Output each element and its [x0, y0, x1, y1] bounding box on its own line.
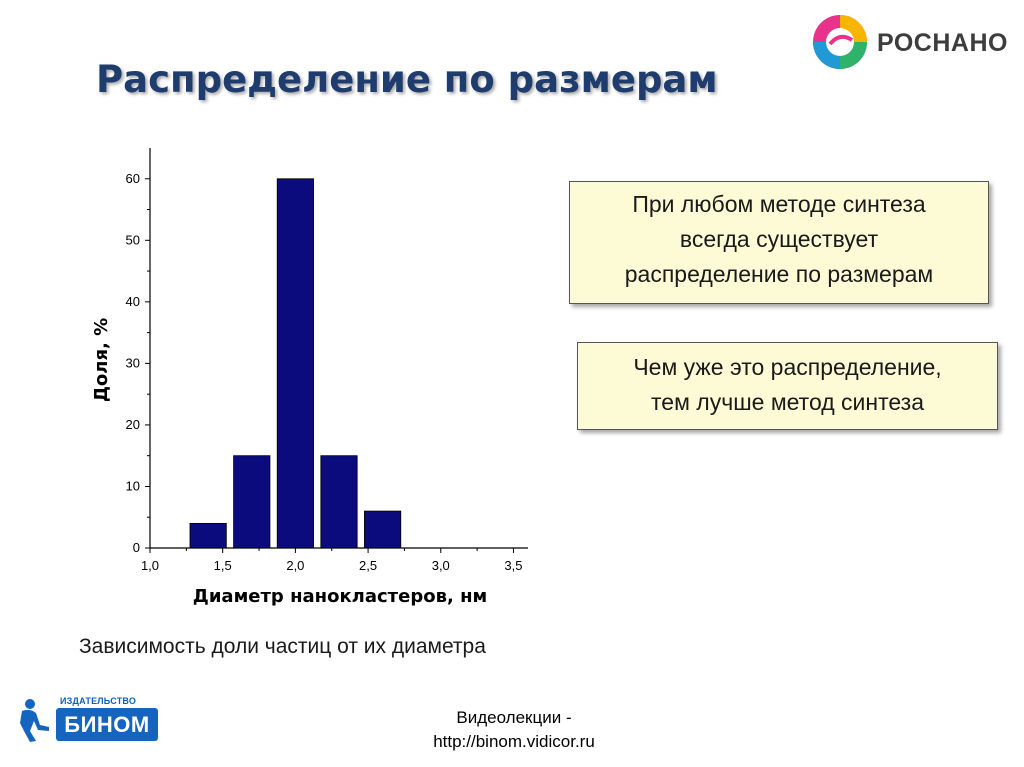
note-line: При любом методе синтеза	[632, 191, 926, 217]
note-line: распределение по размерам	[624, 261, 934, 287]
x-tick-label: 1,5	[214, 558, 232, 573]
x-tick-label: 3,5	[504, 558, 522, 573]
y-axis-title: Доля, %	[91, 318, 112, 402]
chart-bar	[189, 522, 227, 549]
chart-bar	[320, 455, 358, 549]
y-tick-label: 20	[126, 417, 140, 432]
footer-credit: Видеолекции - http://binom.vidicor.ru	[380, 706, 648, 754]
x-axis-title: Диаметр нанокластеров, нм	[193, 586, 487, 607]
x-tick-label: 2,5	[359, 558, 377, 573]
note-line: всегда существует	[679, 226, 879, 252]
binom-publisher-label: ИЗДАТЕЛЬСТВО	[60, 696, 137, 706]
note-line: тем лучше метод синтеза	[651, 389, 924, 415]
x-tick-label: 1,0	[141, 558, 159, 573]
y-tick-label: 0	[133, 540, 140, 555]
note-box-distribution: При любом методе синтеза всегда существу…	[569, 181, 989, 304]
y-tick-label: 30	[126, 355, 140, 370]
footer-link[interactable]: http://binom.vidicor.ru	[433, 732, 595, 751]
binom-logo: БИНОМ	[56, 708, 158, 741]
chart-bar	[233, 455, 271, 549]
x-tick-label: 2,0	[286, 558, 304, 573]
note-line: Чем уже это распределение,	[633, 354, 942, 380]
chart-tick-labels: 0 10 20 30 40 50 60 1,0 1,5 2,0 2,5 3,0 3,5	[126, 171, 523, 573]
rosnano-logo-icon	[813, 15, 867, 69]
chart-ticks	[145, 178, 514, 553]
chart-bar	[276, 178, 314, 549]
slide-title: Распределение по размерам	[96, 58, 718, 101]
note-box-narrow: Чем уже это распределение, тем лучше мет…	[577, 342, 998, 430]
chart-caption: Зависимость доли частиц от их диаметра	[79, 635, 486, 658]
y-tick-label: 40	[126, 294, 140, 309]
chart-bar	[364, 510, 402, 549]
y-tick-label: 10	[126, 478, 140, 493]
rosnano-logo-text: РОСНАНО	[877, 29, 1008, 57]
binom-reader-icon	[20, 699, 49, 742]
x-tick-label: 3,0	[432, 558, 450, 573]
footer-line-1: Видеолекции -	[456, 708, 572, 727]
chart-bars	[189, 178, 402, 549]
y-tick-label: 60	[126, 171, 140, 186]
y-tick-label: 50	[126, 232, 140, 247]
